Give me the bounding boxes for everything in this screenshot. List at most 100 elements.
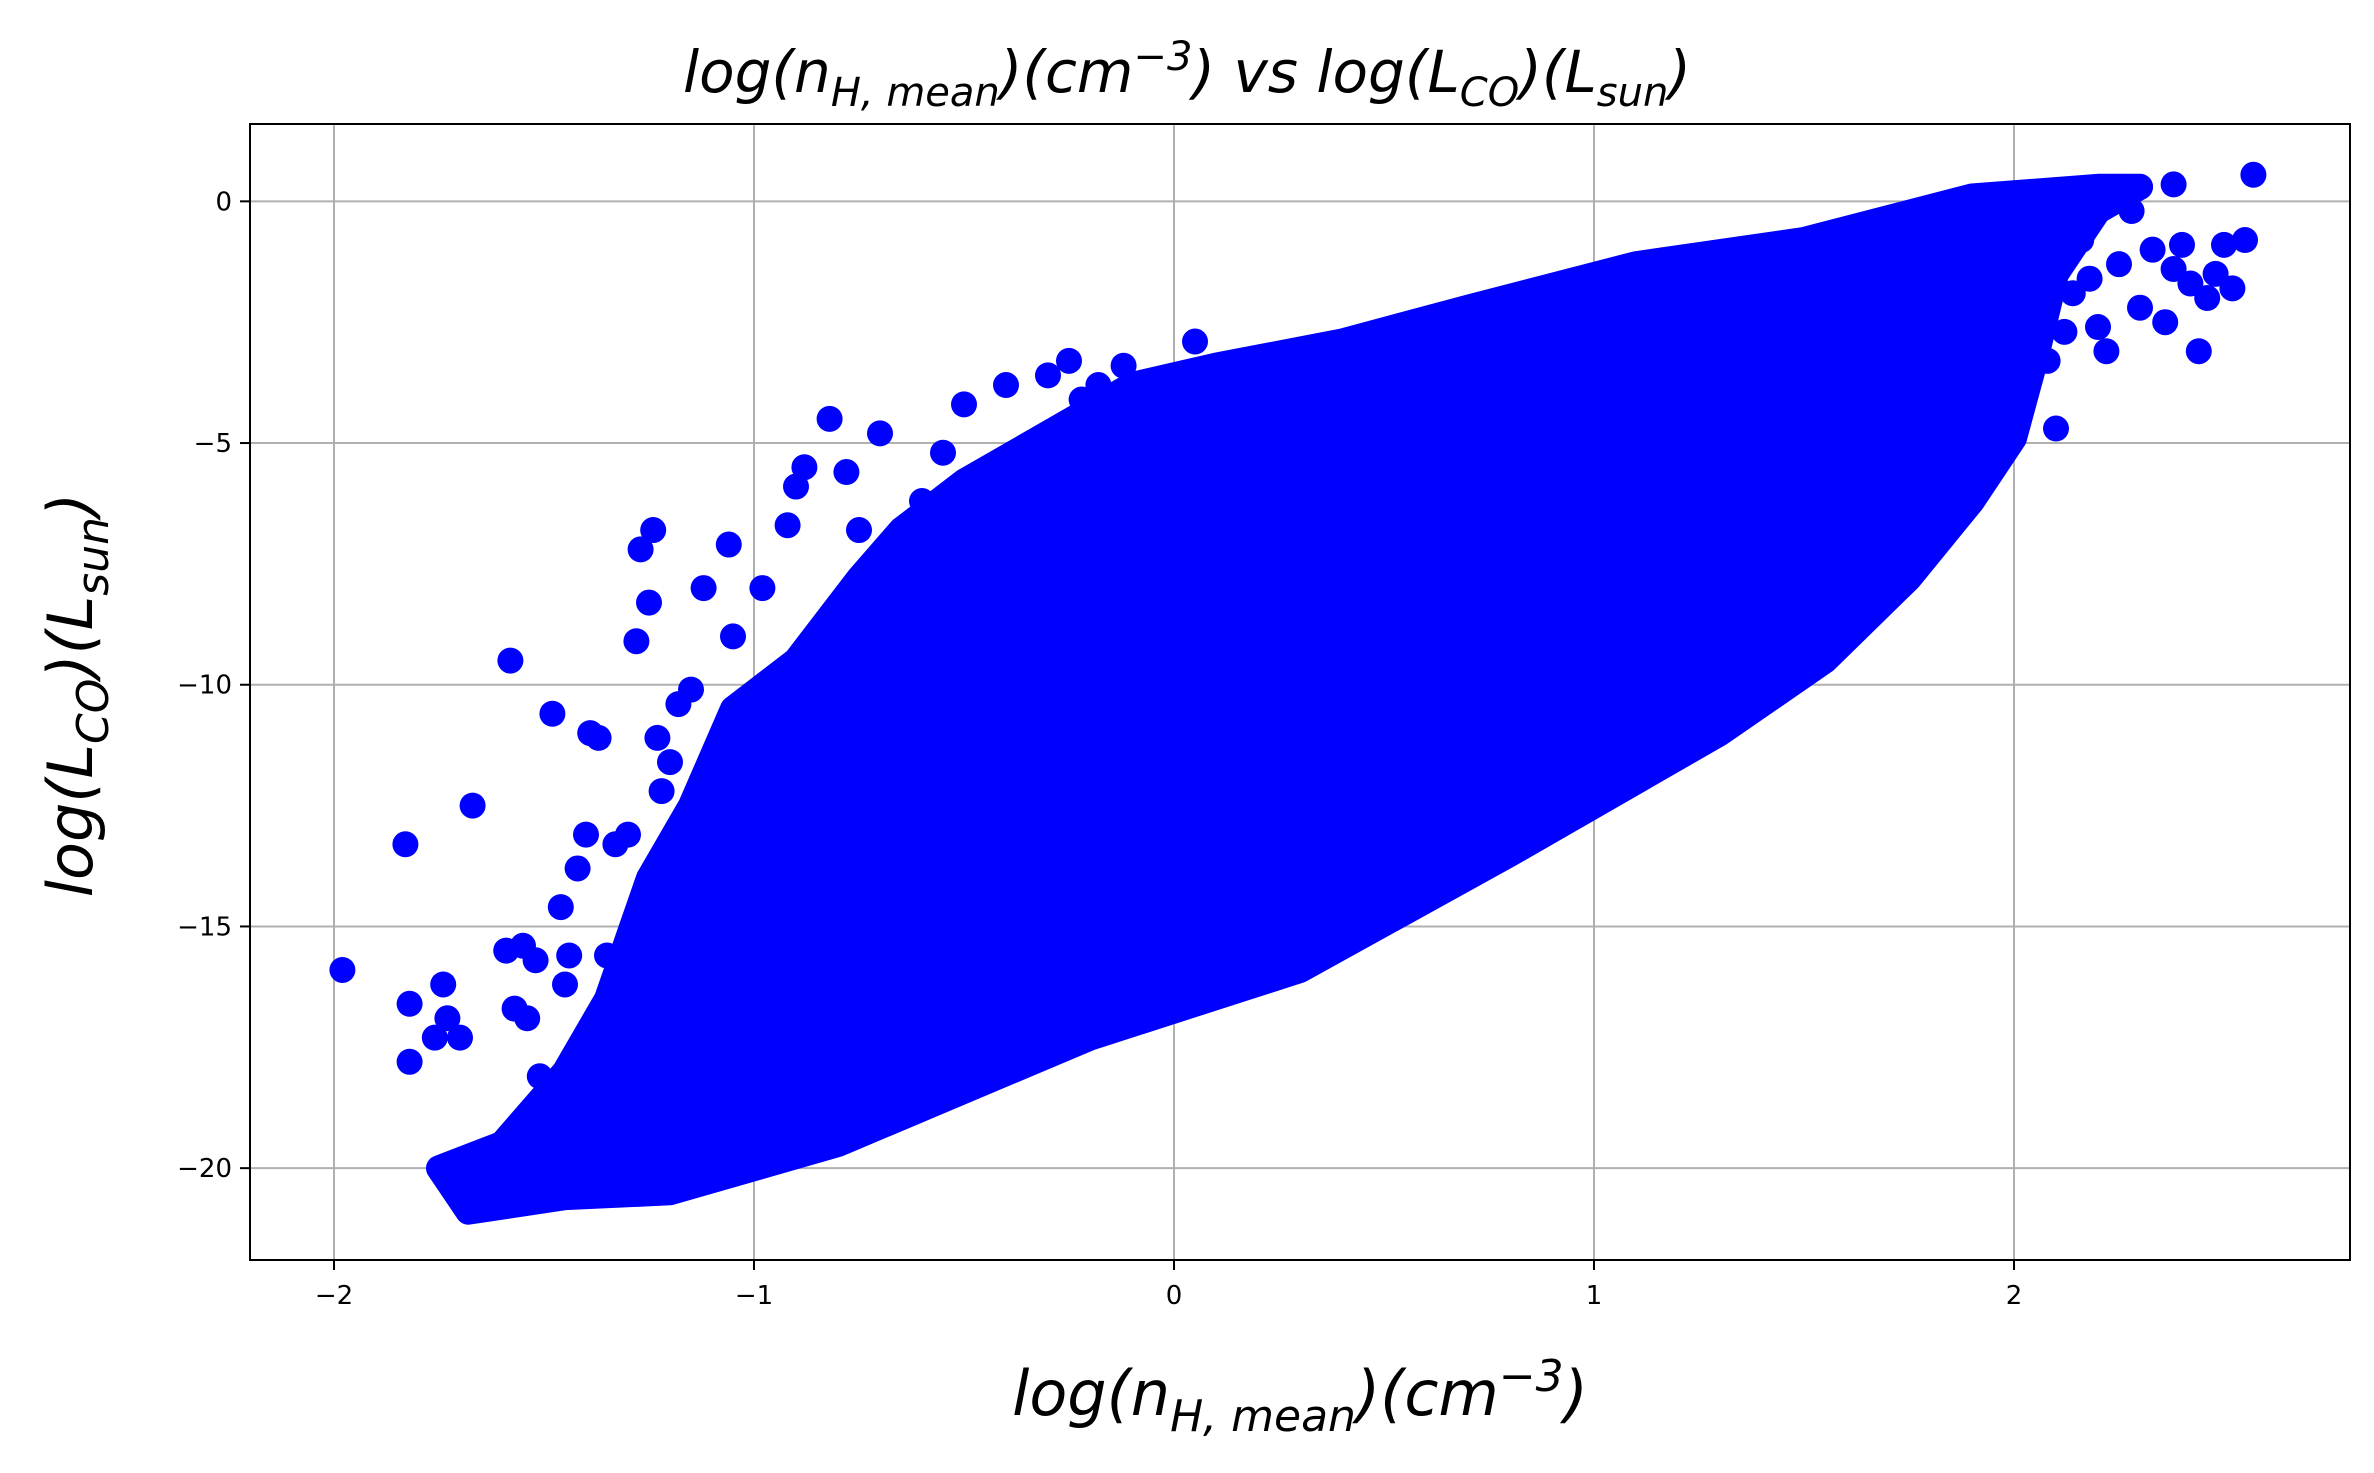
scatter-point	[459, 792, 486, 819]
scatter-point	[2093, 338, 2120, 365]
y-axis-ticks: 0 −5 −10 −15 −20	[177, 187, 250, 1184]
scatter-point	[1056, 347, 1082, 374]
scatter-point	[2106, 251, 2132, 278]
scatter-point	[547, 894, 574, 921]
scatter-point	[2076, 265, 2103, 292]
scatter-point	[2034, 347, 2061, 374]
scatter-point	[816, 405, 843, 432]
scatter-point	[1967, 362, 1994, 389]
scatter-point	[690, 575, 717, 602]
scatter-point	[846, 517, 872, 544]
scatter-point	[2059, 280, 2086, 307]
scatter-point	[2160, 171, 2187, 198]
scatter-point	[594, 942, 620, 969]
dense-point-cloud	[426, 173, 2153, 1225]
y-tick-label: 0	[215, 187, 232, 217]
scatter-point	[447, 1024, 473, 1051]
scatter-point	[539, 700, 566, 727]
x-axis-label: log(nH, mean)(cm−3)	[1012, 1351, 1588, 1442]
scatter-point	[497, 647, 524, 674]
scatter-point	[329, 956, 356, 983]
scatter-point	[552, 971, 578, 998]
x-tick-label: 2	[2006, 1281, 2023, 1311]
scatter-point	[627, 536, 654, 563]
scatter-point	[2022, 231, 2048, 258]
scatter-point	[2139, 236, 2166, 263]
scatter-point	[1182, 328, 1208, 355]
scatter-point	[774, 512, 801, 539]
scatter-point	[1959, 401, 1985, 428]
scatter-point	[644, 724, 671, 751]
scatter-point	[585, 724, 612, 751]
scatter-point	[2051, 318, 2078, 345]
scatter-point	[2202, 260, 2229, 287]
plot-frame	[249, 123, 2351, 1261]
scatter-point	[2219, 275, 2246, 302]
scatter-point	[526, 1063, 553, 1090]
scatter-point	[930, 439, 956, 466]
scatter-point	[1014, 434, 1040, 461]
scatter-point	[2009, 304, 2036, 331]
scatter-point	[421, 1024, 448, 1051]
scatter-point	[2127, 173, 2153, 200]
scatter-point	[678, 676, 704, 703]
scatter-point	[2085, 314, 2111, 341]
scatter-point	[636, 589, 662, 616]
scatter-point	[648, 778, 675, 805]
y-tick-label: −10	[177, 671, 232, 701]
scatter-point	[2211, 231, 2237, 258]
scatter-point	[2185, 338, 2212, 365]
scatter-point	[2240, 161, 2267, 188]
scatter-point	[888, 526, 914, 553]
scatter-point	[657, 749, 683, 776]
scatter-point	[1950, 323, 1977, 350]
x-tick-label: 0	[1166, 1281, 1183, 1311]
scatter-point	[1085, 372, 1112, 399]
scatter-point	[2194, 285, 2221, 312]
x-tick-label: −2	[315, 1281, 353, 1311]
scatter-point	[1068, 386, 1095, 413]
scatter-point	[2169, 231, 2195, 258]
y-tick-label: −15	[177, 912, 232, 942]
x-tick-label: −1	[735, 1281, 773, 1311]
scatter-point	[564, 855, 591, 882]
scatter-point	[2127, 294, 2153, 321]
scatter-point	[623, 628, 650, 655]
scatter-point	[2177, 270, 2204, 297]
scatter-point	[791, 454, 818, 481]
scatter-point	[715, 531, 742, 558]
scatter-point	[951, 391, 977, 418]
scatter-point	[2118, 198, 2145, 225]
scatter-point	[514, 1005, 541, 1032]
scatter-point	[1980, 333, 2006, 360]
scatter-point	[720, 623, 746, 650]
scatter-point	[749, 575, 776, 602]
scatter-point	[556, 942, 583, 969]
dense-point-cloud-area	[426, 173, 2153, 1225]
x-axis-ticks: −2 −1 0 1 2	[315, 1260, 2022, 1311]
scatter-points	[329, 161, 2267, 1090]
scatter-point	[2152, 309, 2179, 336]
scatter-point	[1035, 362, 1061, 389]
y-tick-label: −20	[177, 1154, 232, 1184]
scatter-point	[972, 468, 998, 495]
scatter-point	[2068, 227, 2095, 254]
scatter-point	[2160, 256, 2187, 283]
scatter-point	[1110, 352, 1137, 379]
scatter-point	[615, 821, 641, 848]
scatter-point	[573, 821, 599, 848]
scatter-point	[640, 517, 667, 544]
scatter-point	[430, 971, 457, 998]
scatter-point	[396, 1048, 423, 1075]
x-tick-label: 1	[1586, 1281, 1603, 1311]
scatter-point	[993, 372, 1019, 399]
scatter-point	[1925, 231, 1952, 258]
scatter-point	[522, 947, 549, 974]
scatter-point	[1938, 260, 1964, 287]
scatter-point	[396, 990, 423, 1017]
scatter-point	[2043, 415, 2069, 442]
scatter-point	[2232, 227, 2258, 254]
scatter-point	[434, 1005, 461, 1032]
scatter-point	[909, 488, 935, 515]
